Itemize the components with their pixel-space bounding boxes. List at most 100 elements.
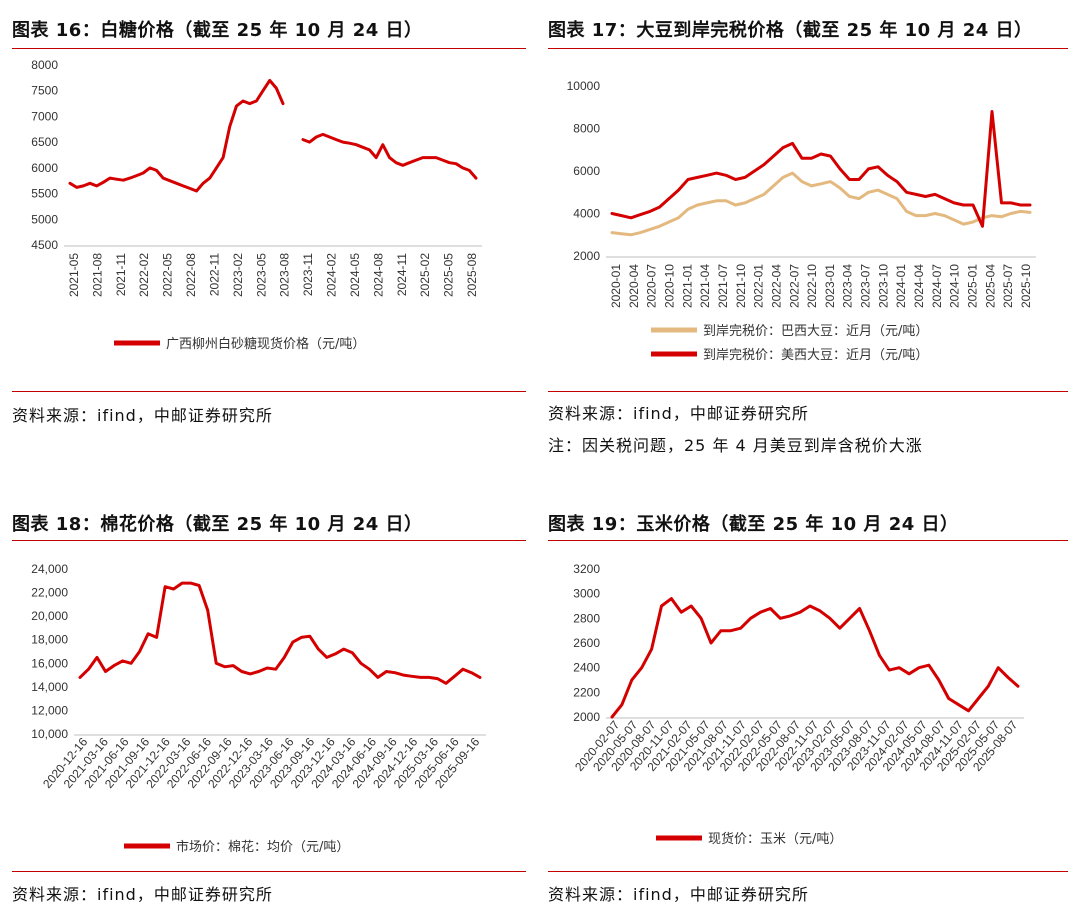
y-tick-label: 3000 [573,587,600,601]
chart-corn: 20002200240026002800300032002020-02-0720… [572,562,1024,847]
y-tick-label: 10,000 [31,727,68,741]
x-tick-label: 2024-04 [912,264,926,308]
y-tick-label: 5500 [31,187,58,201]
source-text: 资料来源：ifind，中邮证券研究所 [12,406,273,425]
y-tick-label: 8000 [31,58,58,72]
x-tick-label: 2025-10 [1019,264,1033,308]
x-tick-label: 2025-02 [418,253,432,297]
chart-sugar: 4500 5000 5500 6000 6500 7000 7500 8000 2021-05 2… [31,58,482,352]
panel-corn-price: 图表 19：玉米价格（截至 25 年 10 月 24 日） 2000 2200 24… [548,502,1073,914]
y-tick-label: 6500 [31,135,58,149]
title-divider [12,48,526,49]
y-tick-label: 5000 [31,212,58,226]
x-tick-label: 2024-07 [930,264,944,308]
source-divider [548,871,1068,872]
y-tick-label: 3200 [573,562,600,576]
x-tick-label: 2023-07 [859,264,873,308]
source-text: 资料来源：ifind，中邮证券研究所 [12,885,273,904]
title-divider [548,540,1068,541]
legend-label: 市场价：棉花：均价（元/吨） [176,839,349,855]
x-tick-label: 2020-04 [627,264,641,308]
chart-soybean: 2000 4000 6000 8000 10000 2020-01 2020-04 2020-… [567,79,1036,363]
y-tick-label: 2400 [573,661,600,675]
legend-label: 广西柳州白砂糖现货价格（元/吨） [166,336,365,352]
panel-sugar-price: 图表 16：白糖价格（截至 25 年 10 月 24 日） 4500 5000 55… [12,8,532,428]
x-tick-label: 2020-10 [662,264,676,308]
series-line [610,171,1032,237]
chart-title: 图表 17：大豆到岸完税价格（截至 25 年 10 月 24 日） [548,20,1033,41]
x-tick-label: 2025-04 [983,264,997,308]
title-divider [548,48,1068,49]
y-tick-label: 24,000 [31,562,68,576]
x-tick-label: 2023-11 [301,253,315,296]
x-tick-label: 2021-07 [716,264,730,308]
legend-label: 现货价：玉米（元/吨） [708,831,842,847]
x-tick-label: 2024-08 [371,253,385,297]
title-divider [12,540,526,541]
x-tick-label: 2023-08 [278,253,292,297]
x-tick-label: 2021-01 [680,264,694,308]
x-tick-label: 2024-10 [948,264,962,308]
panel-cotton-price: 图表 18：棉花价格（截至 25 年 10 月 24 日） 10,000 12,0… [12,502,532,914]
series-line [78,581,482,685]
chart-title: 图表 16：白糖价格（截至 25 年 10 月 24 日） [12,20,423,41]
y-tick-label: 16,000 [31,656,68,670]
x-tick-label: 2021-05 [67,253,81,297]
x-tick-label: 2025-01 [966,264,980,308]
y-tick-label: 2600 [573,636,600,650]
x-tick-label: 2025-07 [1001,264,1015,308]
source-text: 资料来源：ifind，中邮证券研究所 [548,885,809,904]
x-tick-label: 2022-01 [752,264,766,308]
y-tick-label: 4500 [31,238,58,252]
y-tick-label: 2000 [573,249,600,263]
y-tick-label: 8000 [573,122,600,136]
x-tick-label: 2022-04 [769,264,783,308]
x-tick-label: 2023-02 [231,253,245,297]
source-divider [12,871,526,872]
y-tick-label: 14,000 [31,680,68,694]
x-tick-label: 2020-07 [645,264,659,308]
y-tick-label: 12,000 [31,703,68,717]
x-tick-label: 2023-10 [876,264,890,308]
y-tick-label: 6000 [573,164,600,178]
chart-title: 图表 19：玉米价格（截至 25 年 10 月 24 日） [548,514,959,535]
chart-cotton: 10,000 12,000 14,000 16,000 18,000 20,000 22,0… [31,562,486,855]
x-tick-label: 2023-01 [823,264,837,308]
x-tick-label: 2022-11 [207,253,221,296]
x-tick-label: 2022-02 [137,253,151,297]
note-text: 注：因关税问题，25 年 4 月美豆到岸含税价大涨 [548,436,923,455]
source-divider [12,391,526,392]
x-tick-label: 2023-04 [841,264,855,308]
source-text: 资料来源：ifind，中邮证券研究所 [548,404,809,423]
series-line [610,110,1032,228]
source-divider [548,391,1068,392]
y-tick-label: 2200 [573,685,600,699]
legend-label: 到岸完税价：巴西大豆：近月（元/吨） [703,324,928,339]
x-tick-label: 2022-10 [805,264,819,308]
x-tick-label: 2023-05 [254,253,268,297]
x-tick-label: 2024-05 [348,253,362,297]
x-tick-label: 2022-08 [184,253,198,297]
legend-label: 到岸完税价：美西大豆：近月（元/吨） [703,348,928,363]
x-tick-label: 2020-01 [609,264,623,308]
x-tick-label: 2025-05 [442,253,456,297]
y-tick-label: 7000 [31,109,58,123]
x-tick-label: 2024-02 [325,253,339,297]
x-tick-label: 2024-01 [894,264,908,308]
y-tick-label: 2800 [573,611,600,625]
x-tick-label: 2021-10 [734,264,748,308]
x-tick-label: 2025-08 [465,253,479,297]
y-tick-label: 2000 [573,710,600,724]
y-tick-label: 6000 [31,161,58,175]
y-tick-label: 20,000 [31,609,68,623]
y-tick-label: 18,000 [31,633,68,647]
series-line [68,78,478,193]
series-line [610,597,1020,719]
x-tick-label: 2022-05 [161,253,175,297]
y-tick-label: 22,000 [31,586,68,600]
x-tick-label: 2021-11 [114,253,128,296]
x-tick-label: 2021-08 [90,253,104,297]
y-tick-label: 7500 [31,84,58,98]
y-tick-label: 10000 [567,79,601,93]
x-tick-label: 2021-04 [698,264,712,308]
